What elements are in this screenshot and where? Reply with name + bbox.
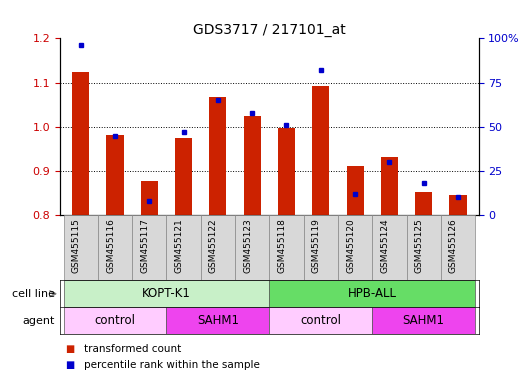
Bar: [381, 157, 398, 215]
Bar: [372, 307, 475, 334]
Text: KOPT-K1: KOPT-K1: [142, 287, 191, 300]
Bar: [347, 166, 363, 215]
Text: GSM455124: GSM455124: [380, 218, 390, 273]
Bar: [415, 192, 432, 215]
Text: GSM455123: GSM455123: [243, 218, 252, 273]
Text: GSM455126: GSM455126: [449, 218, 458, 273]
Text: GSM455116: GSM455116: [106, 218, 115, 273]
Bar: [141, 180, 158, 215]
Bar: [304, 215, 338, 280]
Bar: [278, 127, 295, 215]
Bar: [372, 215, 406, 280]
Text: GSM455119: GSM455119: [312, 218, 321, 273]
Bar: [64, 307, 166, 334]
Bar: [166, 215, 201, 280]
Text: GSM455121: GSM455121: [175, 218, 184, 273]
Bar: [166, 307, 269, 334]
Text: GSM455125: GSM455125: [415, 218, 424, 273]
Text: SAHM1: SAHM1: [403, 314, 445, 327]
Bar: [235, 215, 269, 280]
Text: GSM455122: GSM455122: [209, 218, 218, 273]
Text: GSM455115: GSM455115: [72, 218, 81, 273]
Text: ■: ■: [65, 360, 75, 370]
Bar: [175, 138, 192, 215]
Bar: [338, 215, 372, 280]
Bar: [441, 215, 475, 280]
Bar: [64, 280, 269, 307]
Bar: [201, 215, 235, 280]
Bar: [269, 215, 304, 280]
Bar: [107, 135, 123, 215]
Text: transformed count: transformed count: [84, 344, 181, 354]
Bar: [98, 215, 132, 280]
Bar: [269, 307, 372, 334]
Bar: [64, 215, 98, 280]
Text: percentile rank within the sample: percentile rank within the sample: [84, 360, 259, 370]
Text: ■: ■: [65, 344, 75, 354]
Bar: [132, 215, 166, 280]
Bar: [406, 215, 441, 280]
Text: GSM455120: GSM455120: [346, 218, 355, 273]
Bar: [269, 280, 475, 307]
Bar: [449, 195, 467, 215]
Bar: [72, 71, 89, 215]
Text: HPB-ALL: HPB-ALL: [348, 287, 397, 300]
Text: control: control: [300, 314, 342, 327]
Text: agent: agent: [22, 316, 55, 326]
Text: GSM455117: GSM455117: [140, 218, 149, 273]
Bar: [244, 116, 261, 215]
Text: cell line: cell line: [12, 289, 55, 299]
Title: GDS3717 / 217101_at: GDS3717 / 217101_at: [193, 23, 346, 37]
Bar: [209, 97, 226, 215]
Text: control: control: [95, 314, 135, 327]
Text: SAHM1: SAHM1: [197, 314, 239, 327]
Bar: [312, 86, 329, 215]
Text: GSM455118: GSM455118: [278, 218, 287, 273]
